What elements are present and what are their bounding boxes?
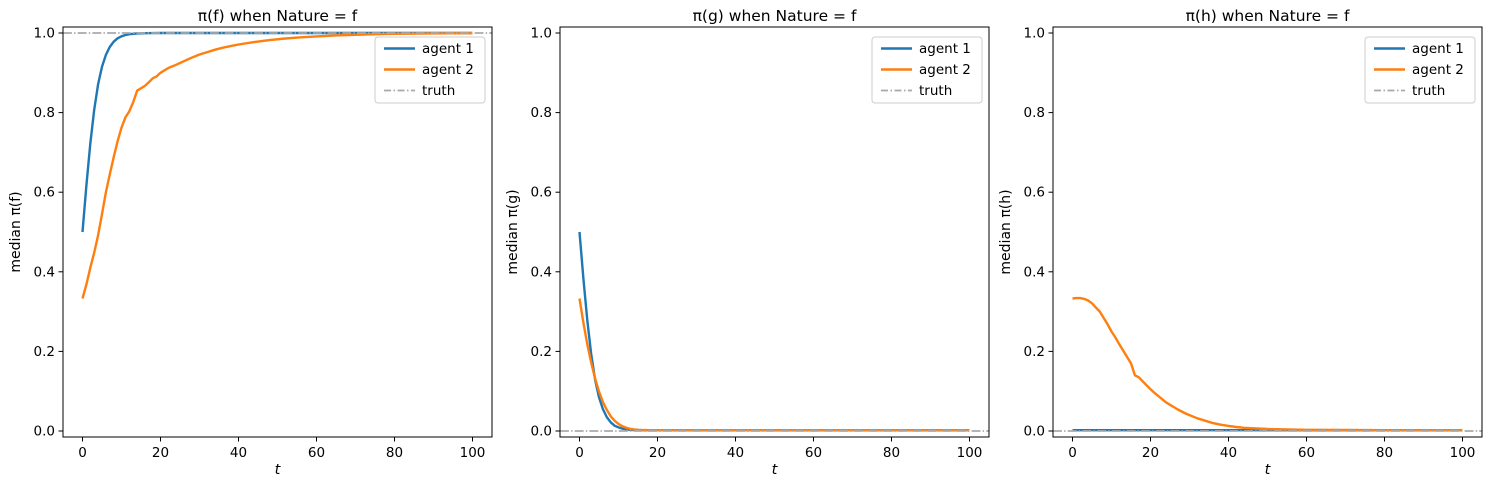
series-line-agent-2 — [578, 298, 970, 432]
legend-label-truth: truth — [919, 83, 952, 99]
x-tick-label: 100 — [460, 445, 486, 461]
x-tick-label: 40 — [727, 445, 744, 461]
y-tick-label: 0.6 — [34, 185, 55, 201]
x-tick-label: 0 — [1068, 445, 1077, 461]
x-axis-label: t — [275, 462, 282, 478]
y-tick-label: 0.4 — [531, 264, 552, 280]
series-line-agent-1 — [578, 231, 970, 432]
legend-label-agent1: agent 1 — [422, 41, 474, 57]
x-tick-label: 0 — [575, 445, 584, 461]
x-tick-label: 80 — [386, 445, 403, 461]
axes-spines — [559, 26, 990, 438]
x-tick-label: 20 — [649, 445, 666, 461]
series-line-agent-2 — [81, 32, 473, 299]
y-tick-label: 0.0 — [34, 424, 55, 440]
axes-spines — [62, 26, 493, 438]
x-axis-label: t — [772, 462, 779, 478]
subplot-pi-h: 0 20 40 60 80 100 0.0 0.2 0.4 0.6 0.8 1.0 π(h) when… — [998, 7, 1483, 478]
y-tick-label: 1.0 — [1024, 26, 1045, 42]
y-axis-label: median π(f) — [8, 191, 24, 272]
legend-label-agent1: agent 1 — [1412, 41, 1464, 57]
x-tick-label: 60 — [308, 445, 325, 461]
y-tick-label: 0.0 — [1024, 424, 1045, 440]
y-tick-label: 0.8 — [531, 105, 552, 121]
legend-box — [871, 36, 983, 104]
y-tick-label: 0.4 — [1024, 264, 1045, 280]
x-tick-label: 20 — [152, 445, 169, 461]
plot-title: π(g) when Nature = f — [693, 7, 857, 25]
legend-label-agent2: agent 2 — [1412, 62, 1464, 78]
plot-title: π(f) when Nature = f — [198, 7, 358, 25]
x-tick-label: 100 — [1450, 445, 1476, 461]
subplot-pi-g-generated: 0 20 40 60 80 100 0.0 0.2 0.4 0.6 0.8 1.0 — [531, 26, 990, 461]
subplot-pi-f-generated: 0 20 40 60 80 100 0.0 0.2 0.4 0.6 0.8 1.0 — [34, 26, 493, 461]
legend-label-agent1: agent 1 — [919, 41, 971, 57]
y-tick-label: 1.0 — [531, 26, 552, 42]
y-axis-label: median π(h) — [998, 189, 1014, 274]
legend-label-truth: truth — [1412, 83, 1445, 99]
y-tick-label: 0.6 — [1024, 185, 1045, 201]
subplot-pi-h-generated: 0 20 40 60 80 100 0.0 0.2 0.4 0.6 0.8 1.0 — [1024, 26, 1483, 461]
x-axis-label: t — [1265, 462, 1272, 478]
plot-title: π(h) when Nature = f — [1186, 7, 1350, 25]
x-tick-label: 20 — [1142, 445, 1159, 461]
axes-spines — [1052, 26, 1483, 438]
x-tick-label: 40 — [230, 445, 247, 461]
legend-label-agent2: agent 2 — [422, 62, 474, 78]
y-tick-label: 1.0 — [34, 26, 55, 42]
legend-box — [374, 36, 486, 104]
y-axis-label: median π(g) — [505, 189, 521, 274]
x-tick-label: 0 — [78, 445, 87, 461]
x-tick-label: 100 — [957, 445, 983, 461]
y-tick-label: 0.8 — [1024, 105, 1045, 121]
x-tick-label: 80 — [1376, 445, 1393, 461]
x-tick-label: 80 — [883, 445, 900, 461]
legend-label-truth: truth — [422, 83, 455, 99]
y-tick-label: 0.2 — [34, 344, 55, 360]
subplot-pi-f: 0 20 40 60 80 100 0.0 0.2 0.4 0.6 0.8 1.0 π(f) when… — [8, 7, 493, 478]
legend-box — [1364, 36, 1476, 104]
x-tick-label: 60 — [805, 445, 822, 461]
x-tick-label: 60 — [1298, 445, 1315, 461]
y-tick-label: 0.4 — [34, 264, 55, 280]
y-tick-label: 0.2 — [1024, 344, 1045, 360]
y-tick-label: 0.0 — [531, 424, 552, 440]
series-line-agent-2 — [1072, 296, 1463, 432]
y-tick-label: 0.8 — [34, 105, 55, 121]
y-tick-label: 0.2 — [531, 344, 552, 360]
x-tick-label: 40 — [1220, 445, 1237, 461]
subplot-pi-g: 0 20 40 60 80 100 0.0 0.2 0.4 0.6 0.8 1.0 π(g) when… — [505, 7, 990, 478]
y-tick-label: 0.6 — [531, 185, 552, 201]
legend-label-agent2: agent 2 — [919, 62, 971, 78]
